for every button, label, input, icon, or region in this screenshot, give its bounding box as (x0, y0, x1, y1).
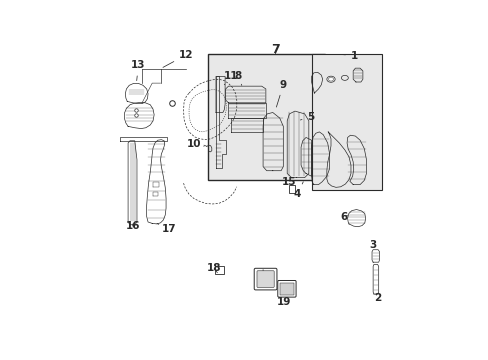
Polygon shape (216, 76, 226, 168)
Text: 19: 19 (276, 297, 290, 307)
Polygon shape (228, 103, 265, 118)
FancyBboxPatch shape (257, 271, 274, 287)
Text: 9: 9 (276, 80, 286, 107)
Text: 6: 6 (340, 212, 347, 222)
FancyBboxPatch shape (254, 268, 276, 290)
Polygon shape (301, 138, 311, 176)
Text: 1: 1 (342, 51, 357, 61)
FancyBboxPatch shape (311, 54, 382, 190)
FancyBboxPatch shape (215, 266, 224, 274)
Text: 7: 7 (271, 43, 279, 56)
Text: 8: 8 (234, 72, 241, 85)
Polygon shape (128, 141, 137, 225)
Polygon shape (372, 264, 378, 294)
Polygon shape (263, 112, 283, 171)
FancyBboxPatch shape (277, 280, 295, 297)
Polygon shape (286, 111, 308, 177)
Polygon shape (346, 135, 366, 185)
Text: 4: 4 (293, 182, 303, 199)
Text: 18: 18 (206, 263, 221, 273)
Ellipse shape (328, 77, 333, 81)
Text: 13: 13 (131, 60, 145, 81)
Polygon shape (311, 132, 329, 185)
Polygon shape (347, 210, 365, 227)
Text: 12: 12 (163, 50, 193, 67)
Polygon shape (352, 68, 362, 82)
Text: 14: 14 (255, 270, 270, 284)
Polygon shape (326, 132, 350, 187)
Text: 3: 3 (368, 240, 375, 250)
Text: 2: 2 (373, 293, 381, 303)
Text: 5: 5 (300, 112, 314, 122)
Polygon shape (120, 137, 167, 141)
Polygon shape (225, 86, 265, 103)
Bar (288, 185, 294, 193)
Polygon shape (231, 118, 263, 132)
Polygon shape (311, 72, 322, 93)
Text: 16: 16 (125, 221, 140, 231)
Polygon shape (124, 103, 154, 129)
FancyBboxPatch shape (280, 283, 293, 295)
Polygon shape (216, 76, 224, 112)
Text: 10: 10 (186, 139, 203, 149)
Polygon shape (125, 84, 148, 104)
Text: 11: 11 (223, 72, 238, 85)
Text: 17: 17 (157, 223, 176, 234)
FancyBboxPatch shape (207, 54, 325, 180)
Polygon shape (371, 250, 379, 262)
Text: 15: 15 (282, 177, 296, 187)
Polygon shape (146, 140, 166, 224)
